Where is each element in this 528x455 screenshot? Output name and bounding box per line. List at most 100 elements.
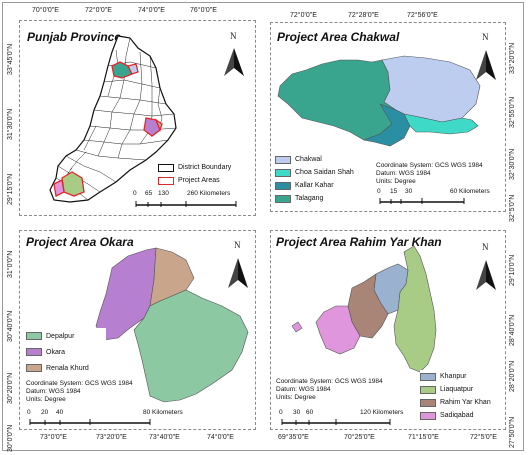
panel-title: Project Area Okara bbox=[26, 235, 134, 249]
legend-label: Khanpur bbox=[440, 373, 467, 380]
legend-item: Liaquatpur bbox=[420, 383, 502, 396]
scalebar-punjab bbox=[135, 201, 237, 207]
legend-rahim-yar-khan: Khanpur Liaquatpur Rahim Yar Khan Sadiqa… bbox=[420, 370, 502, 422]
tick-bottom: 69°35'0"E bbox=[278, 434, 309, 441]
north-label: N bbox=[482, 32, 489, 42]
scalebar-label: 120 Kilometers bbox=[360, 409, 404, 416]
legend-okara: Depalpur Okara Renala Khurd bbox=[26, 328, 106, 376]
tick-bottom: 73°0'0"E bbox=[40, 434, 67, 441]
north-arrow-icon bbox=[224, 48, 244, 76]
tick-top: 72°56'0"E bbox=[407, 12, 438, 19]
map-layout-frame bbox=[2, 2, 524, 451]
tick-top: 74°0'0"E bbox=[138, 7, 165, 14]
legend-label: Talagang bbox=[295, 195, 324, 202]
legend-label: Rahim Yar Khan bbox=[440, 399, 491, 406]
north-arrow-icon bbox=[476, 260, 496, 290]
legend-chakwal: Chakwal Choa Saidan Shah Kallar Kahar Ta… bbox=[275, 153, 367, 205]
scalebar-label: 0 bbox=[279, 409, 283, 416]
legend-item: Project Areas bbox=[158, 174, 231, 187]
scalebar-label: 30 bbox=[293, 409, 301, 416]
scalebar-label: 65 bbox=[145, 190, 153, 197]
scalebar-chakwal bbox=[379, 198, 465, 204]
legend-label: Renala Khurd bbox=[46, 364, 89, 372]
panel-title: Project Area Rahim Yar Khan bbox=[276, 235, 442, 249]
legend-swatch bbox=[26, 348, 42, 356]
legend-item: Rahim Yar Khan bbox=[420, 396, 502, 409]
info-line: Units: Degree bbox=[376, 178, 416, 185]
legend-item: Sadiqabad bbox=[420, 409, 502, 422]
legend-item: Okara bbox=[26, 344, 106, 360]
tick-bottom: 73°20'0"E bbox=[96, 434, 127, 441]
legend-item: Kallar Kahar bbox=[275, 179, 367, 192]
legend-label: Liaquatpur bbox=[440, 386, 474, 393]
legend-item: Choa Saidan Shah bbox=[275, 166, 367, 179]
tick-top: 72°0'0"E bbox=[290, 12, 317, 19]
legend-label: Sadiqabad bbox=[440, 412, 474, 419]
legend-label: Chakwal bbox=[295, 156, 322, 163]
scalebar-label: 40 bbox=[56, 409, 64, 416]
legend-swatch bbox=[158, 163, 174, 172]
legend-swatch bbox=[275, 194, 291, 203]
legend-item: District Boundary bbox=[158, 161, 231, 174]
legend-label: District Boundary bbox=[178, 164, 232, 171]
legend-label: Kallar Kahar bbox=[295, 182, 334, 189]
scalebar-rahim-yar-khan bbox=[281, 419, 391, 425]
scalebar-okara bbox=[29, 419, 151, 425]
legend-swatch bbox=[158, 176, 174, 185]
legend-swatch bbox=[275, 155, 291, 164]
legend-swatch bbox=[420, 385, 436, 394]
legend-swatch bbox=[420, 372, 436, 381]
scalebar-label: 80 Kilometers bbox=[143, 409, 183, 416]
chakwal-map bbox=[277, 55, 481, 147]
coordinate-info: Coordinate System: GCS WGS 1984 Datum: W… bbox=[276, 378, 383, 402]
rahim-yar-khan-map bbox=[291, 245, 437, 373]
legend-item: Khanpur bbox=[420, 370, 502, 383]
coordinate-info: Coordinate System: GCS WGS 1984 Datum: W… bbox=[376, 162, 483, 186]
legend-swatch bbox=[420, 411, 436, 420]
north-label: N bbox=[234, 240, 241, 250]
panel-title: Project Area Chakwal bbox=[277, 30, 400, 44]
legend-item: Renala Khurd bbox=[26, 360, 106, 376]
panel-punjab: 70°0'0"E 72°0'0"E 74°0'0"E 76°0'0"E 33°4… bbox=[0, 0, 264, 226]
legend-swatch bbox=[275, 181, 291, 190]
tick-bottom: 71°15'0"E bbox=[408, 434, 439, 441]
tick-top: 70°0'0"E bbox=[32, 7, 59, 14]
scalebar-label: 20 bbox=[41, 409, 49, 416]
north-label: N bbox=[230, 31, 237, 41]
info-line: Units: Degree bbox=[26, 396, 66, 403]
scalebar-label: 0 bbox=[27, 409, 31, 416]
legend-item: Chakwal bbox=[275, 153, 367, 166]
info-line: Units: Degree bbox=[276, 394, 316, 401]
panel-title: Punjab Province bbox=[27, 30, 122, 44]
info-line: Coordinate System: GCS WGS 1984 bbox=[376, 162, 483, 169]
north-arrow-icon bbox=[476, 50, 496, 80]
panel-okara: 31°0'0"N 30°40'0"N 30°20'0"N 30°0'0"N 73… bbox=[0, 226, 264, 455]
legend-item: Talagang bbox=[275, 192, 367, 205]
north-arrow-icon bbox=[228, 258, 248, 288]
north-label: N bbox=[482, 242, 489, 252]
tick-bottom: 74°0'0"E bbox=[207, 434, 234, 441]
scalebar-label: 0 bbox=[133, 190, 137, 197]
scalebar-label: 60 Kilometers bbox=[450, 188, 490, 195]
info-line: Coordinate System: GCS WGS 1984 bbox=[276, 378, 383, 385]
legend-label: Project Areas bbox=[178, 177, 220, 184]
okara-map bbox=[95, 247, 249, 403]
legend-swatch bbox=[420, 398, 436, 407]
tick-top: 72°0'0"E bbox=[85, 7, 112, 14]
legend-swatch bbox=[26, 364, 42, 372]
info-line: Datum: WGS 1984 bbox=[26, 388, 81, 395]
scalebar-label: 0 bbox=[377, 188, 381, 195]
scalebar-label: 260 Kilometers bbox=[187, 190, 231, 197]
coordinate-info: Coordinate System: GCS WGS 1984 Datum: W… bbox=[26, 380, 133, 404]
info-line: Datum: WGS 1984 bbox=[376, 170, 431, 177]
legend-swatch bbox=[26, 332, 42, 340]
punjab-map bbox=[49, 35, 177, 203]
scalebar-label: 60 bbox=[306, 409, 314, 416]
tick-top: 72°28'0"E bbox=[348, 12, 379, 19]
scalebar-label: 15 bbox=[390, 188, 398, 195]
panel-rahim-yar-khan: 29°10'0"N 28°40'0"N 28°20'0"N 27°50'0"N … bbox=[264, 226, 528, 455]
legend-punjab: District Boundary Project Areas bbox=[158, 161, 232, 187]
info-line: Coordinate System: GCS WGS 1984 bbox=[26, 380, 133, 387]
tick-bottom: 73°40'0"E bbox=[149, 434, 180, 441]
scalebar-label: 130 bbox=[158, 190, 169, 197]
